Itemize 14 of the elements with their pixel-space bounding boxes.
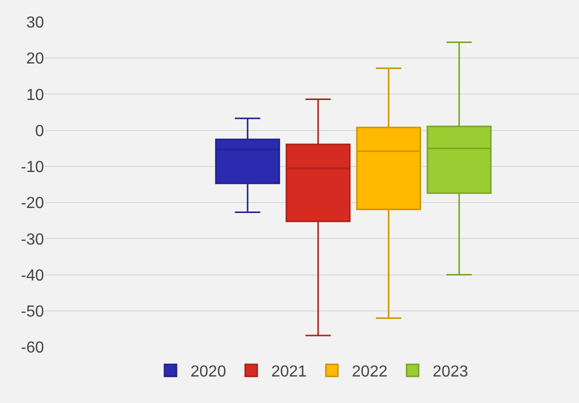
y-tick-label: 0 xyxy=(35,122,44,140)
y-tick-label: 30 xyxy=(26,14,44,32)
y-tick-label: -50 xyxy=(20,303,44,320)
y-tick-label: -30 xyxy=(20,231,44,248)
legend-label: 2023 xyxy=(432,364,468,381)
legend-label: 2021 xyxy=(271,364,307,381)
y-tick-label: -20 xyxy=(20,195,44,212)
y-tick-label: -60 xyxy=(20,340,44,357)
y-tick-label: -10 xyxy=(20,159,44,176)
y-tick-label: 20 xyxy=(26,50,44,68)
legend-label: 2022 xyxy=(352,364,388,381)
y-tick-label: -40 xyxy=(20,267,44,284)
y-tick-label: 10 xyxy=(26,86,44,104)
legend-label: 2020 xyxy=(190,364,226,381)
